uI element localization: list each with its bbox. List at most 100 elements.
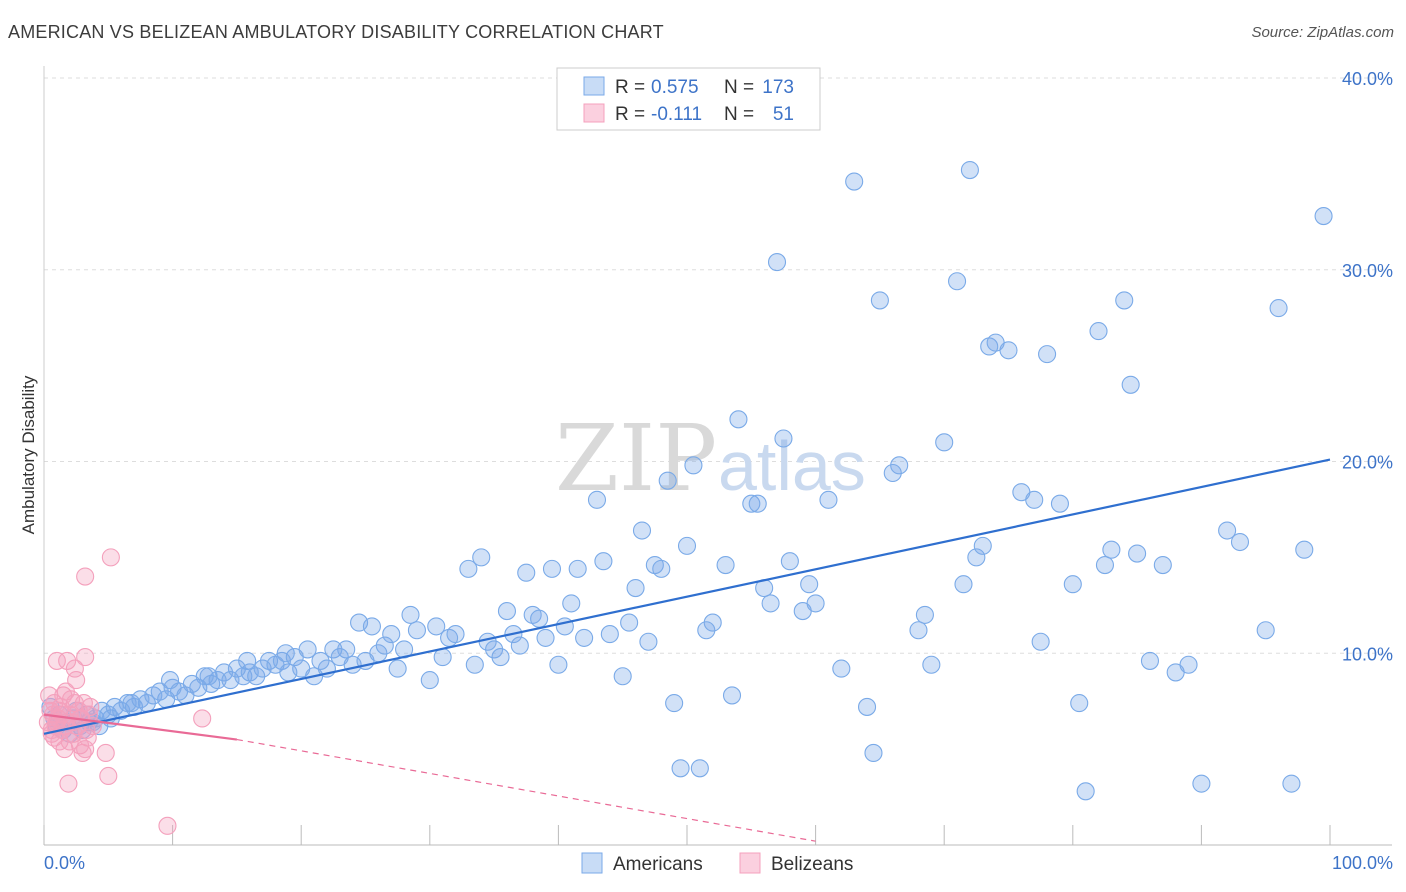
americans-point-145: [1063, 575, 1082, 594]
americans-point-158: [1192, 774, 1211, 793]
belizeans-point-40: [40, 686, 59, 705]
chart-title: AMERICAN VS BELIZEAN AMBULATORY DISABILI…: [8, 22, 664, 42]
legend-bottom-americans-label: Americans: [613, 854, 703, 875]
americans-point-126: [883, 463, 902, 483]
legend-bottom-belizeans-swatch: [739, 852, 761, 874]
legend-americans-n-label: N =: [724, 77, 754, 98]
americans-point-61: [388, 659, 407, 678]
legend-belizeans-r-label: R =: [615, 104, 645, 125]
americans-point-170: [199, 667, 218, 686]
y-tick-label-2: 30.0%: [1342, 261, 1393, 281]
legend-americans-r-label: R =: [615, 77, 645, 98]
americans-point-157: [1179, 655, 1198, 674]
legend-series: Americans Belizeans: [581, 852, 853, 875]
americans-point-134: [960, 160, 979, 180]
americans-point-106: [703, 613, 722, 632]
americans-point-132: [948, 272, 967, 291]
americans-point-64: [407, 621, 426, 640]
americans-point-82: [536, 628, 555, 647]
americans-point-79: [517, 563, 536, 582]
americans-point-143: [1038, 345, 1057, 364]
americans-point-130: [922, 655, 941, 674]
americans-point-124: [864, 743, 883, 763]
grid-layer: [44, 77, 1392, 654]
americans-point-87: [568, 559, 587, 578]
americans-trend-line: [43, 458, 1331, 735]
americans-point-121: [832, 659, 851, 678]
y-tick-label-1: 20.0%: [1342, 453, 1393, 473]
americans-point-127: [890, 456, 909, 475]
belizeans-point-14: [58, 651, 77, 670]
belizeans-trend-line: [43, 713, 238, 741]
legend-americans-r-value: 0.575: [651, 77, 699, 98]
americans-point-144: [1050, 494, 1069, 513]
americans-point-72: [472, 548, 491, 567]
americans-point-33: [208, 671, 227, 690]
americans-point-109: [729, 410, 748, 429]
x-tick-label-1: 100.0%: [1332, 853, 1393, 873]
americans-point-74: [485, 640, 504, 659]
y-tick-label-3: 40.0%: [1342, 69, 1393, 89]
americans-point-151: [1115, 291, 1134, 310]
americans-point-150: [1102, 540, 1121, 559]
americans-point-116: [780, 552, 799, 571]
americans-point-129: [915, 605, 934, 624]
americans-point-114: [767, 253, 787, 272]
americans-point-120: [819, 490, 838, 509]
americans-point-171: [238, 651, 257, 670]
x-tick-labels: 0.0% 100.0%: [44, 853, 1393, 873]
americans-point-95: [632, 521, 652, 540]
americans-point-86: [562, 594, 581, 613]
americans-point-84: [549, 655, 568, 674]
source-label: Source: ZipAtlas.com: [1251, 24, 1394, 41]
americans-point-125: [870, 291, 889, 310]
americans-point-111: [748, 494, 767, 513]
americans-point-104: [690, 759, 709, 778]
belizeans-point-21: [67, 671, 86, 690]
americans-point-78: [510, 636, 529, 655]
y-tick-label-0: 10.0%: [1342, 644, 1393, 664]
belizeans-point-35: [101, 548, 120, 567]
y-tick-labels: 10.0% 20.0% 30.0% 40.0%: [1342, 69, 1393, 664]
americans-point-101: [671, 759, 690, 778]
belizeans-point-46: [55, 717, 74, 736]
americans-point-165: [1314, 207, 1333, 226]
americans-point-123: [857, 697, 877, 716]
belizeans-point-38: [158, 816, 177, 835]
legend-belizeans-n-value: 51: [773, 104, 794, 125]
legend-belizeans-r-value: -0.111: [651, 104, 702, 125]
americans-point-128: [909, 621, 928, 640]
americans-point-163: [1282, 774, 1301, 793]
trend-lines: [43, 458, 1331, 842]
americans-point-110: [742, 494, 761, 513]
belizeans-trend-extension: [236, 738, 816, 842]
belizeans-point-30: [78, 728, 97, 747]
americans-point-60: [382, 625, 401, 644]
belizeans-point-28: [76, 648, 95, 667]
americans-point-161: [1256, 621, 1275, 640]
legend-americans-swatch: [583, 76, 605, 96]
americans-point-69: [446, 625, 465, 644]
americans-point-51: [324, 640, 343, 659]
americans-point-47: [298, 640, 317, 659]
americans-point-96: [639, 632, 658, 651]
americans-point-172: [276, 644, 295, 663]
americans-point-59: [375, 636, 394, 655]
americans-point-119: [806, 594, 825, 613]
americans-point-66: [427, 617, 446, 636]
americans-point-139: [999, 341, 1018, 360]
legend-bottom-belizeans-label: Belizeans: [771, 854, 853, 875]
belizeans-point-47: [60, 732, 79, 751]
americans-point-168: [122, 694, 141, 713]
americans-point-108: [722, 686, 742, 705]
americans-point-105: [697, 621, 716, 640]
americans-point-169: [160, 671, 180, 690]
americans-point-70: [459, 559, 478, 578]
americans-point-99: [658, 471, 677, 490]
americans-point-98: [652, 559, 671, 578]
americans-point-88: [575, 628, 594, 647]
americans-point-135: [967, 548, 986, 567]
americans-point-147: [1076, 782, 1095, 801]
americans-point-107: [716, 555, 735, 575]
americans-point-83: [542, 559, 562, 578]
